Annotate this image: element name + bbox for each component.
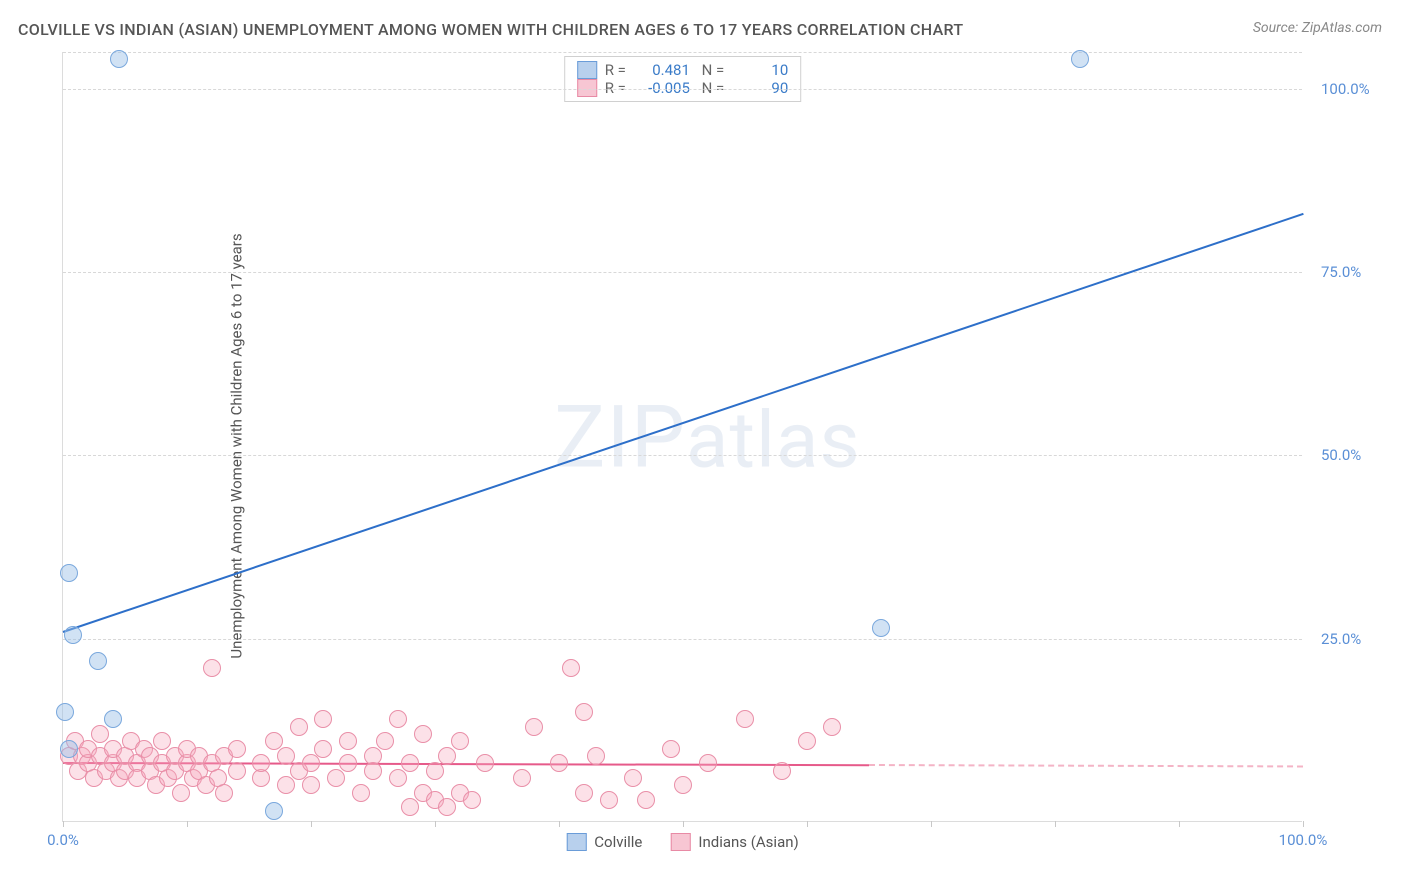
grid-line	[63, 639, 1302, 640]
y-tick-label: 100.0%	[1321, 80, 1370, 98]
data-point	[277, 776, 295, 794]
grid-line	[63, 455, 1302, 456]
x-tick-mark	[683, 821, 684, 827]
y-tick-label: 25.0%	[1321, 630, 1361, 648]
data-point	[302, 754, 320, 772]
x-tick-mark	[807, 821, 808, 827]
plot-area: ZIPatlas R = 0.481 N = 10 R = -0.005 N =…	[62, 52, 1302, 822]
data-point	[699, 754, 717, 772]
data-point	[203, 659, 221, 677]
swatch-pink-icon	[670, 833, 690, 851]
data-point	[401, 754, 419, 772]
data-point	[575, 703, 593, 721]
data-point	[64, 626, 82, 644]
data-point	[401, 798, 419, 816]
x-tick-label: 0.0%	[47, 831, 79, 849]
y-tick-label: 75.0%	[1321, 263, 1361, 281]
legend-item-indians: Indians (Asian)	[670, 833, 798, 851]
swatch-blue-icon	[577, 61, 597, 79]
data-point	[463, 791, 481, 809]
data-point	[426, 762, 444, 780]
data-point	[60, 740, 78, 758]
legend-label-indians: Indians (Asian)	[698, 833, 798, 851]
x-tick-label: 100.0%	[1279, 831, 1328, 849]
data-point	[252, 754, 270, 772]
data-point	[302, 776, 320, 794]
stats-legend-box: R = 0.481 N = 10 R = -0.005 N = 90	[564, 56, 802, 102]
x-tick-mark	[931, 821, 932, 827]
data-point	[376, 732, 394, 750]
data-point	[104, 710, 122, 728]
data-point	[823, 718, 841, 736]
data-point	[364, 762, 382, 780]
swatch-blue-icon	[566, 833, 586, 851]
data-point	[414, 725, 432, 743]
stats-row-colville: R = 0.481 N = 10	[577, 61, 789, 79]
data-point	[228, 762, 246, 780]
data-point	[60, 564, 78, 582]
data-point	[550, 754, 568, 772]
y-tick-label: 50.0%	[1321, 446, 1361, 464]
legend-item-colville: Colville	[566, 833, 642, 851]
data-point	[575, 784, 593, 802]
grid-line	[63, 52, 1302, 53]
data-point	[352, 784, 370, 802]
data-point	[89, 652, 107, 670]
source-attribution: Source: ZipAtlas.com	[1253, 20, 1382, 36]
data-point	[327, 769, 345, 787]
data-point	[339, 732, 357, 750]
r-value-colville: 0.481	[634, 61, 690, 79]
data-point	[674, 776, 692, 794]
n-label: N =	[698, 61, 724, 79]
legend-bottom: Colville Indians (Asian)	[566, 833, 799, 851]
x-tick-mark	[1303, 821, 1304, 827]
data-point	[339, 754, 357, 772]
data-point	[525, 718, 543, 736]
watermark: ZIPatlas	[554, 386, 861, 487]
data-point	[438, 747, 456, 765]
chart-title: COLVILLE VS INDIAN (ASIAN) UNEMPLOYMENT …	[18, 20, 963, 39]
grid-line	[63, 272, 1302, 273]
trend-line	[869, 764, 1303, 767]
data-point	[438, 798, 456, 816]
data-point	[389, 710, 407, 728]
r-label: R =	[605, 61, 626, 79]
data-point	[215, 784, 233, 802]
grid-line	[63, 89, 1302, 90]
data-point	[314, 710, 332, 728]
legend-label-colville: Colville	[594, 833, 642, 851]
data-point	[773, 762, 791, 780]
data-point	[513, 769, 531, 787]
data-point	[290, 718, 308, 736]
x-tick-mark	[311, 821, 312, 827]
data-point	[587, 747, 605, 765]
data-point	[1071, 50, 1089, 68]
data-point	[172, 784, 190, 802]
x-tick-mark	[1055, 821, 1056, 827]
x-tick-mark	[63, 821, 64, 827]
data-point	[314, 740, 332, 758]
data-point	[110, 50, 128, 68]
data-point	[562, 659, 580, 677]
data-point	[662, 740, 680, 758]
data-point	[389, 769, 407, 787]
x-tick-mark	[435, 821, 436, 827]
n-value-colville: 10	[732, 61, 788, 79]
x-tick-mark	[1179, 821, 1180, 827]
x-tick-mark	[187, 821, 188, 827]
data-point	[798, 732, 816, 750]
data-point	[228, 740, 246, 758]
data-point	[872, 619, 890, 637]
x-tick-mark	[559, 821, 560, 827]
data-point	[600, 791, 618, 809]
data-point	[624, 769, 642, 787]
data-point	[56, 703, 74, 721]
trend-line	[63, 213, 1304, 633]
chart-container: COLVILLE VS INDIAN (ASIAN) UNEMPLOYMENT …	[0, 0, 1406, 892]
data-point	[736, 710, 754, 728]
data-point	[265, 802, 283, 820]
data-point	[637, 791, 655, 809]
data-point	[476, 754, 494, 772]
data-point	[451, 732, 469, 750]
